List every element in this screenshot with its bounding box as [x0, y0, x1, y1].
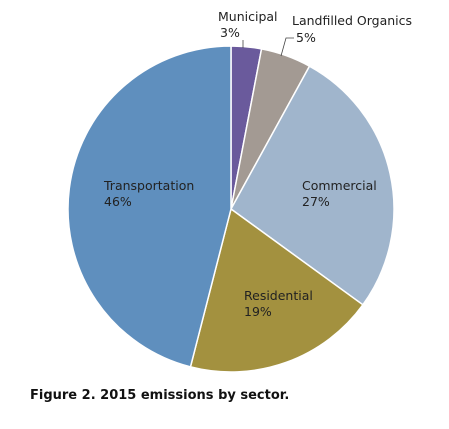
slice-label-municipal: Municipal	[218, 9, 278, 24]
slice-value-residential: 19%	[244, 304, 272, 319]
pie-slices	[67, 45, 395, 373]
figure-caption: Figure 2. 2015 emissions by sector.	[30, 388, 290, 403]
pie-slice-residential	[189, 207, 364, 373]
slice-value-transportation: 46%	[104, 194, 132, 209]
slice-label-residential: Residential	[244, 288, 313, 303]
slice-value-commercial: 27%	[302, 194, 330, 209]
leader-lines	[242, 37, 294, 57]
pie-slice-transportation	[67, 45, 232, 368]
slice-label-transportation: Transportation	[103, 178, 194, 193]
slice-value-landfilled-organics: 5%	[296, 30, 316, 45]
pie-slice-commercial	[230, 65, 395, 306]
leader-line-landfilled-organics	[280, 37, 294, 57]
slice-label-landfilled-organics: Landfilled Organics	[292, 13, 412, 28]
slice-value-municipal: 3%	[220, 25, 240, 40]
slice-label-commercial: Commercial	[302, 178, 377, 193]
